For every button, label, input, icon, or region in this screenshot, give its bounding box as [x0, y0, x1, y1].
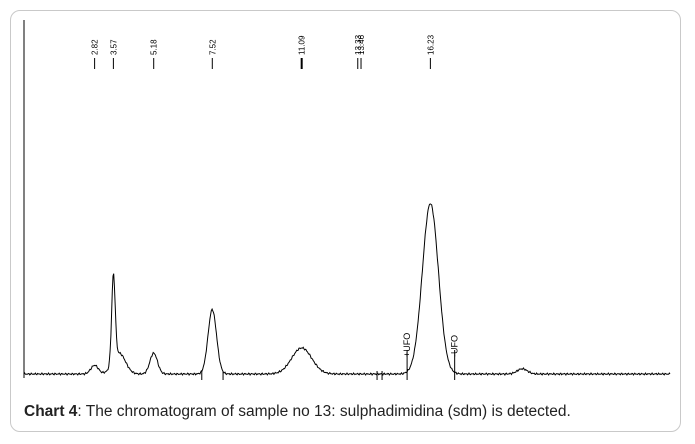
caption-text: : The chromatogram of sample no 13: sulp…	[77, 403, 571, 420]
figure-caption: Chart 4: The chromatogram of sample no 1…	[24, 403, 571, 421]
rt-label: 2.82	[91, 39, 100, 55]
rt-label: 7.52	[208, 39, 217, 55]
ufo-label: -UFO	[450, 335, 460, 357]
figure-frame	[10, 10, 681, 432]
chromatogram-trace	[23, 203, 671, 376]
integration-marks	[201, 350, 456, 380]
ufo-label: +UFO	[402, 333, 412, 357]
rt-label: 11.09	[298, 35, 307, 55]
rt-label: 5.18	[150, 39, 159, 55]
rt-label: 13.46	[357, 34, 366, 55]
rt-label: 13.33	[354, 34, 363, 55]
caption-label: Chart 4	[24, 403, 78, 420]
rt-label: 16.23	[426, 34, 435, 55]
rt-label: 3.57	[109, 39, 118, 55]
ufo-labels: +UFO -UFO	[402, 333, 460, 357]
